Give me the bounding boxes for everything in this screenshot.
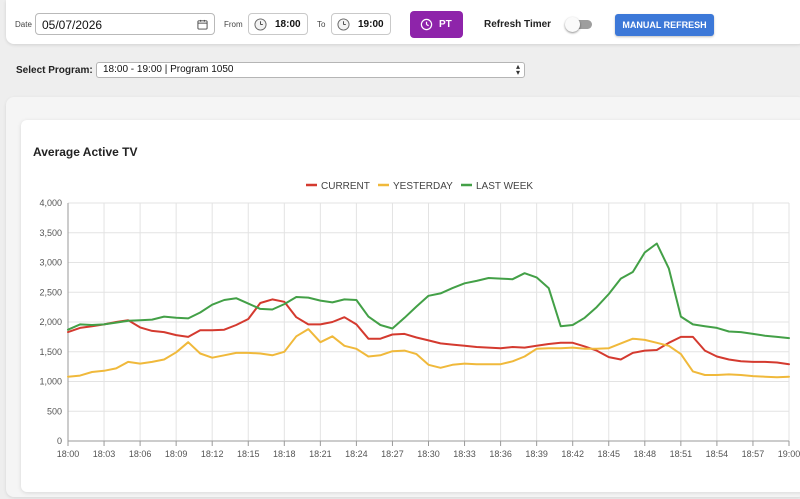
to-label: To xyxy=(317,20,326,29)
program-label: Select Program: xyxy=(16,65,93,76)
toggle-knob xyxy=(565,17,580,32)
x-tick-label: 18:30 xyxy=(417,449,440,459)
calendar-icon[interactable] xyxy=(197,19,208,30)
y-tick-label: 3,500 xyxy=(39,228,62,238)
x-tick-label: 18:21 xyxy=(309,449,332,459)
select-arrows-icon: ▴ ▾ xyxy=(515,62,520,77)
program-select-value: 18:00 - 19:00 | Program 1050 xyxy=(103,64,234,75)
program-select[interactable]: 18:00 - 19:00 | Program 1050 ▴ ▾ xyxy=(96,62,525,78)
x-tick-label: 18:06 xyxy=(129,449,152,459)
x-tick-label: 18:51 xyxy=(670,449,693,459)
y-tick-label: 2,000 xyxy=(39,317,62,327)
x-tick-label: 18:39 xyxy=(525,449,548,459)
x-tick-label: 18:48 xyxy=(634,449,657,459)
timezone-label: PT xyxy=(439,19,452,30)
x-tick-label: 18:00 xyxy=(57,449,80,459)
legend-label: LAST WEEK xyxy=(476,181,533,192)
date-label: Date xyxy=(15,20,32,29)
from-label: From xyxy=(224,20,243,29)
y-tick-label: 0 xyxy=(57,436,62,446)
series-line-current xyxy=(67,298,790,366)
timezone-button[interactable]: PT xyxy=(410,11,463,38)
y-tick-label: 2,500 xyxy=(39,287,62,297)
x-tick-label: 18:12 xyxy=(201,449,224,459)
x-tick-label: 18:27 xyxy=(381,449,404,459)
x-tick-label: 18:09 xyxy=(165,449,188,459)
refresh-timer-toggle[interactable] xyxy=(565,17,592,32)
clock-icon xyxy=(337,18,350,31)
manual-refresh-button[interactable]: MANUAL REFRESH xyxy=(615,14,714,36)
clock-icon xyxy=(420,18,433,31)
x-tick-label: 18:24 xyxy=(345,449,368,459)
from-time-value: 18:00 xyxy=(275,19,301,30)
x-tick-label: 19:00 xyxy=(778,449,800,459)
from-time-input[interactable]: 18:00 xyxy=(248,13,308,35)
x-tick-label: 18:36 xyxy=(489,449,512,459)
x-tick-label: 18:18 xyxy=(273,449,296,459)
refresh-timer-label: Refresh Timer xyxy=(484,19,552,30)
y-tick-label: 1,000 xyxy=(39,377,62,387)
series-line-yesterday xyxy=(67,328,790,379)
x-tick-label: 18:42 xyxy=(561,449,584,459)
x-tick-label: 18:45 xyxy=(597,449,620,459)
legend-label: YESTERDAY xyxy=(393,181,453,192)
x-tick-label: 18:15 xyxy=(237,449,260,459)
x-tick-label: 18:54 xyxy=(706,449,729,459)
chart-title: Average Active TV xyxy=(33,145,138,159)
legend-label: CURRENT xyxy=(321,181,370,192)
to-time-value: 19:00 xyxy=(358,19,384,30)
x-tick-label: 18:57 xyxy=(742,449,765,459)
date-value: 05/07/2026 xyxy=(42,18,103,32)
clock-icon xyxy=(254,18,267,31)
to-time-input[interactable]: 19:00 xyxy=(331,13,391,35)
x-tick-label: 18:03 xyxy=(93,449,116,459)
date-input[interactable]: 05/07/2026 xyxy=(35,13,215,35)
series-line-last-week xyxy=(67,242,790,340)
chart-card xyxy=(21,120,800,492)
y-tick-label: 3,000 xyxy=(39,258,62,268)
y-tick-label: 500 xyxy=(47,406,62,416)
y-tick-label: 4,000 xyxy=(39,198,62,208)
y-tick-label: 1,500 xyxy=(39,347,62,357)
x-tick-label: 18:33 xyxy=(453,449,476,459)
